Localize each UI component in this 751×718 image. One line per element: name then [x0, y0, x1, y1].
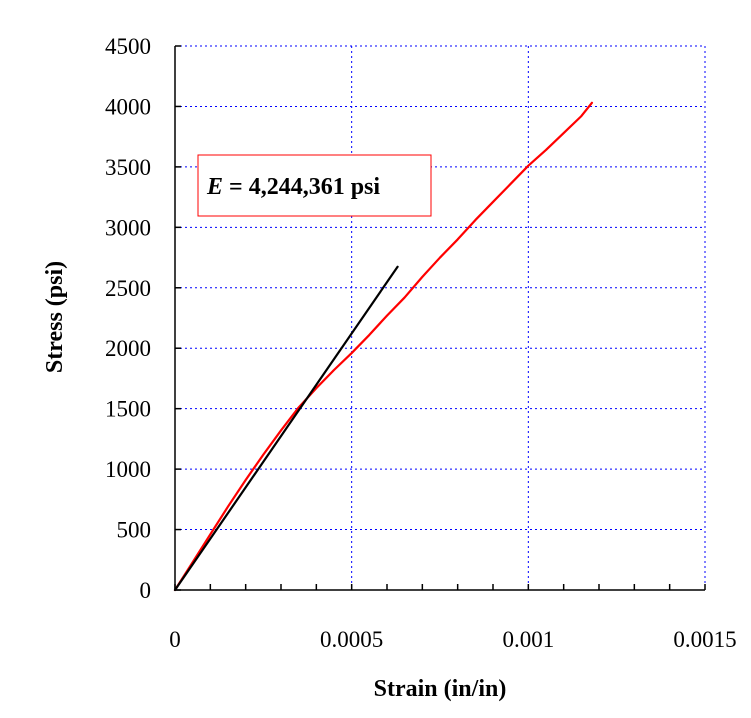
y-axis-title: Stress (psi)	[42, 261, 68, 373]
annotation-label: E = 4,244,361 psi	[206, 174, 380, 200]
y-tick-label: 4500	[105, 34, 151, 59]
stress-strain-curve	[173, 101, 594, 592]
y-tick-label: 1500	[105, 397, 151, 422]
y-tick-label: 4000	[105, 94, 151, 119]
y-tick-label: 2000	[105, 336, 151, 361]
x-tick-label: 0.001	[502, 627, 554, 652]
y-tick-label: 3000	[105, 215, 151, 240]
y-tick-label: 3500	[105, 155, 151, 180]
annotation-border	[197, 154, 432, 217]
modulus-value: = 4,244,361 psi	[223, 174, 380, 200]
grid-lines	[175, 45, 706, 590]
y-tick-label: 2500	[105, 276, 151, 301]
x-axis-title: Strain (in/in)	[374, 676, 507, 702]
modulus-symbol: E	[206, 174, 223, 200]
y-tick-label: 1000	[105, 457, 151, 482]
modulus-fit-line	[173, 265, 399, 592]
y-tick-label: 0	[140, 578, 152, 603]
x-tick-label: 0	[169, 627, 181, 652]
data-series	[173, 101, 594, 592]
annotation-box: E = 4,244,361 psi	[197, 154, 432, 217]
x-tick-label: 0.0015	[673, 627, 736, 652]
axis-ticks	[174, 45, 706, 591]
y-tick-label: 500	[117, 518, 152, 543]
x-tick-label: 0.0005	[320, 627, 383, 652]
tick-labels: 0 500 1000 1500 2000 2500 3000 3500 4000 4500 0 0.0…	[105, 34, 737, 652]
plot-frame	[174, 46, 705, 591]
